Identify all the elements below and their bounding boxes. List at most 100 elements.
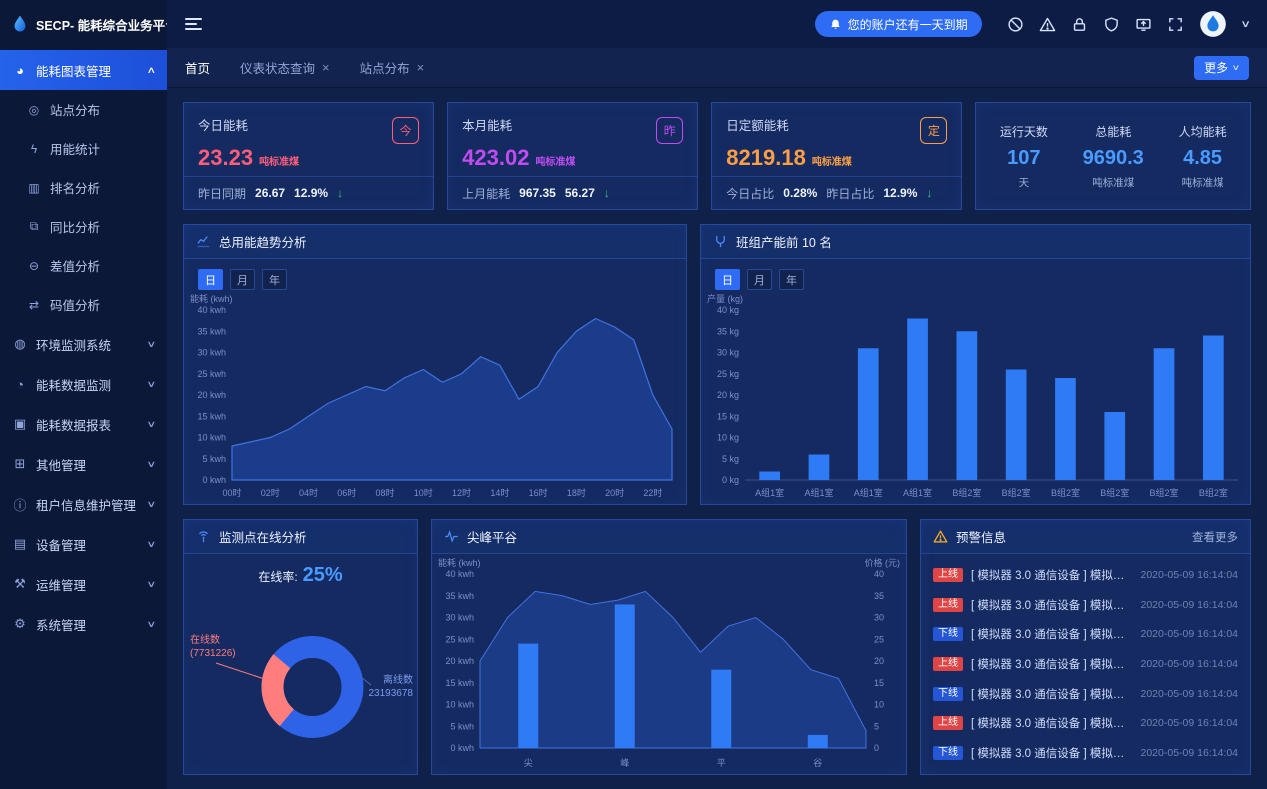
sidebar-item[interactable]: ◕ 能耗图表管理 ∧ [0, 50, 167, 90]
sidebar-subitem[interactable]: ϟ 用能统计 [0, 129, 167, 168]
alert-row: 下线 [ 模拟器 3.0 通信设备 ] 模拟器 3.0... 2020-05-09 … [933, 686, 1238, 702]
svg-text:B组2室: B组2室 [1150, 487, 1179, 498]
sidebar-item[interactable]: ▤ 设备管理 ∨ [0, 524, 167, 564]
svg-text:10 kwh: 10 kwh [445, 700, 474, 710]
trend-area-chart: 能耗 (kwh) 0 kwh 5 kwh 10 kwh 15 kwh 20 kwh 25 k… [184, 290, 686, 504]
antenna-icon: ◎ [28, 102, 40, 117]
tab[interactable]: 仪表状态查询 × [240, 58, 330, 77]
svg-text:35 kwh: 35 kwh [197, 326, 226, 336]
sidebar-item[interactable]: ⚙ 系统管理 ∨ [0, 604, 167, 644]
alert-message-link[interactable]: [ 模拟器 3.0 通信设备 ] 模拟器 3.0... [971, 748, 1133, 761]
svg-text:5 kwh: 5 kwh [450, 721, 474, 731]
alert-message-link[interactable]: [ 模拟器 3.0 通信设备 ] 模拟器 3.0... [971, 599, 1133, 612]
svg-text:16时: 16时 [529, 487, 548, 498]
tab[interactable]: 首页 [185, 58, 210, 77]
period-toggle-button[interactable]: 日 [715, 269, 740, 290]
chevron-down-icon: ∨ [146, 378, 157, 389]
device-icon: ▤ [13, 536, 27, 551]
peak-valley-card: 尖峰平谷 能耗 (kwh) 价格 (元) 0 kwh 0 5 kwh 5 10 kwh 10 1… [431, 519, 907, 775]
tab-label: 仪表状态查询 [240, 62, 316, 76]
period-toggle-button[interactable]: 年 [262, 269, 287, 290]
svg-text:B组2室: B组2室 [1100, 487, 1129, 498]
more-button[interactable]: 更多 ∨ [1194, 55, 1249, 80]
svg-text:14时: 14时 [490, 487, 509, 498]
alert-status-badge: 下线 [933, 627, 963, 642]
chevron-down-icon[interactable]: ∨ [1239, 18, 1251, 30]
svg-text:0 kwh: 0 kwh [202, 475, 226, 485]
svg-text:35: 35 [874, 591, 884, 601]
lock-icon[interactable] [1071, 16, 1088, 33]
alert-timestamp: 2020-05-09 16:14:04 [1140, 568, 1239, 581]
online-rate: 在线率: 25% [258, 564, 343, 586]
alert-timestamp: 2020-05-09 16:14:04 [1140, 717, 1239, 730]
alert-timestamp: 2020-05-09 16:14:04 [1140, 628, 1239, 641]
sidebar-item-label: 能耗数据监测 [36, 378, 112, 393]
tab[interactable]: 站点分布 × [360, 58, 425, 77]
shield-icon[interactable] [1103, 16, 1120, 33]
stat-title: 日定额能耗 [726, 119, 789, 133]
alert-message-link[interactable]: [ 模拟器 3.0 通信设备 ] 模拟器 3.0... [971, 688, 1133, 701]
app-logo: SECP- 能耗综合业务平台 [0, 0, 178, 48]
sidebar-subitem[interactable]: ⇄ 码值分析 [0, 285, 167, 324]
svg-text:10时: 10时 [414, 487, 433, 498]
alert-message-link[interactable]: [ 模拟器 3.0 通信设备 ] 模拟器 3.0... [971, 718, 1133, 731]
account-expiry-notice[interactable]: 您的账户还有一天到期 [814, 11, 982, 37]
period-toggle-button[interactable]: 年 [779, 269, 804, 290]
chart-title: 班组产能前 10 名 [736, 236, 832, 250]
sidebar-item[interactable]: ⓘ 租户信息维护管理 ∨ [0, 484, 167, 524]
svg-text:B组2室: B组2室 [1002, 487, 1031, 498]
avatar[interactable] [1199, 10, 1227, 38]
summary-card: 运行天数 107 天 总能耗 9690.3 吨标准煤 人均能耗 4.85 吨标准… [975, 102, 1252, 210]
period-toggle: 日月年 [701, 259, 1250, 290]
view-more-link[interactable]: 查看更多 [1192, 531, 1238, 544]
logo-drop-icon [14, 15, 26, 32]
alert-message-link[interactable]: [ 模拟器 3.0 通信设备 ] 模拟器 3.0... [971, 569, 1133, 582]
sidebar-item-label: 设备管理 [36, 538, 87, 553]
monitor-icon: ◔ [16, 376, 24, 392]
stat-footer: 今日占比 0.28% 昨日占比 12.9% ↓ [712, 176, 962, 209]
sidebar-subitem[interactable]: ▥ 排名分析 [0, 168, 167, 207]
alert-message-link[interactable]: [ 模拟器 3.0 通信设备 ] 模拟器 3.0... [971, 658, 1133, 671]
svg-text:15 kg: 15 kg [717, 411, 739, 421]
line-chart-icon [196, 234, 211, 249]
alert-message-link[interactable]: [ 模拟器 3.0 通信设备 ] 模拟器 3.0... [971, 629, 1133, 642]
sidebar-item[interactable]: ◍ 环境监测系统 ∨ [0, 324, 167, 364]
sidebar-subitem[interactable]: ⧉ 同比分析 [0, 207, 167, 246]
sidebar-item[interactable]: ⚒ 运维管理 ∨ [0, 564, 167, 604]
svg-text:峰: 峰 [620, 758, 629, 768]
tab-label: 站点分布 [359, 62, 410, 76]
svg-text:20 kg: 20 kg [717, 390, 739, 400]
alert-status-badge: 上线 [933, 567, 963, 582]
period-toggle-button[interactable]: 月 [747, 269, 772, 290]
sidebar-subitem[interactable]: ⊖ 差值分析 [0, 246, 167, 285]
tab-bar: 首页 仪表状态查询 × 站点分布 × 更多 ∨ [167, 48, 1267, 88]
period-toggle: 日月年 [184, 259, 686, 290]
sidebar-item[interactable]: ◔ 能耗数据监测 ∨ [0, 364, 167, 404]
svg-text:18时: 18时 [567, 487, 586, 498]
tab-close-icon[interactable]: × [322, 60, 330, 75]
svg-text:价格 (元): 价格 (元) [865, 557, 901, 568]
sidebar-item[interactable]: ▣ 能耗数据报表 ∨ [0, 404, 167, 444]
sidebar-item-label: 能耗数据报表 [36, 418, 112, 433]
period-toggle-button[interactable]: 月 [230, 269, 255, 290]
alerts-card: 预警信息 查看更多 上线 [ 模拟器 3.0 通信设备 ] 模拟器 3.0... 2… [920, 519, 1251, 775]
screen-share-icon[interactable] [1135, 16, 1152, 33]
alert-status-badge: 上线 [933, 716, 963, 731]
menu-collapse-icon[interactable] [185, 18, 202, 30]
sidebar-subitem[interactable]: ◎ 站点分布 [0, 90, 167, 129]
svg-text:15: 15 [874, 678, 884, 688]
chart-title: 监测点在线分析 [219, 531, 307, 545]
svg-text:15 kwh: 15 kwh [445, 678, 474, 688]
svg-text:25 kg: 25 kg [717, 369, 739, 379]
period-toggle-button[interactable]: 日 [198, 269, 223, 290]
sidebar-item[interactable]: ⊞ 其他管理 ∨ [0, 444, 167, 484]
svg-text:30: 30 [874, 613, 884, 623]
tab-close-icon[interactable]: × [416, 60, 425, 75]
summary-total-energy: 总能耗 9690.3 吨标准煤 [1082, 124, 1144, 189]
svg-text:40 kwh: 40 kwh [197, 305, 226, 315]
warning-icon[interactable] [1039, 16, 1056, 33]
bottom-row: 监测点在线分析 在线率: 25% 在线数(7731226) 离线数 23193678 … [183, 519, 1251, 775]
fullscreen-icon[interactable] [1167, 16, 1184, 33]
svg-text:10: 10 [874, 700, 884, 710]
ban-icon[interactable] [1007, 16, 1024, 33]
